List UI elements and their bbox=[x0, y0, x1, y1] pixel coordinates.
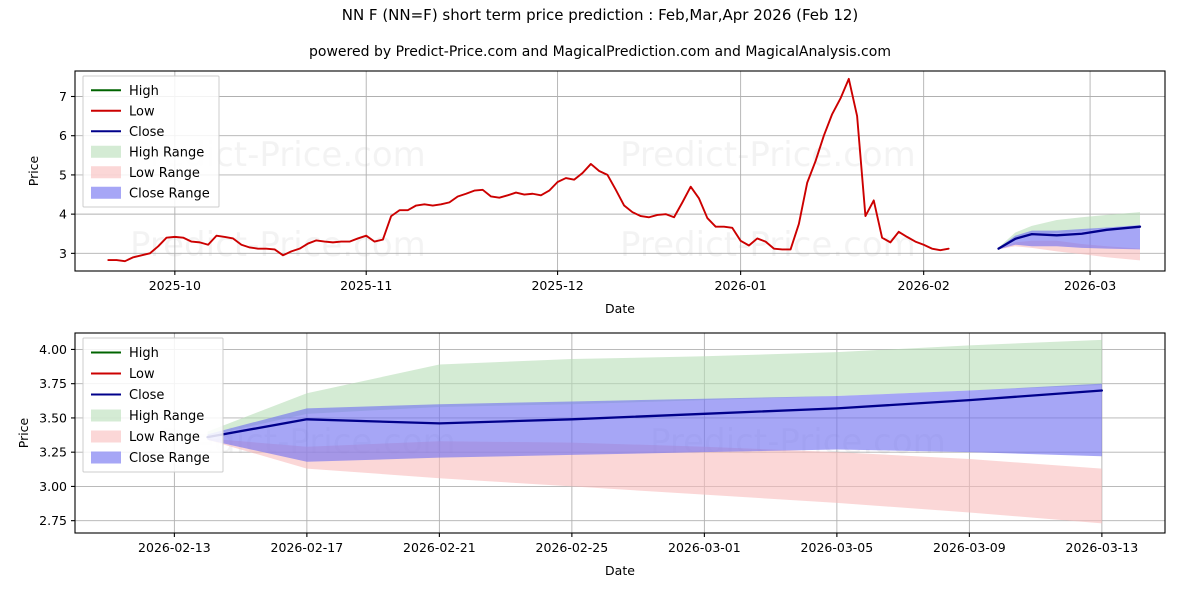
series-line-close bbox=[997, 225, 1142, 250]
x-tick-label: 2026-03-09 bbox=[933, 540, 1006, 555]
page-subtitle: powered by Predict-Price.com and Magical… bbox=[309, 44, 891, 60]
y-tick-label: 3.50 bbox=[39, 410, 67, 425]
band-close-range bbox=[207, 383, 1102, 462]
legend-swatch-close-range bbox=[91, 451, 121, 464]
axis-ticks: 3 4 5 6 7 2025-10 2025-11 2025-12 2026-01 2026-02… bbox=[59, 89, 1116, 293]
legend-label: Low bbox=[129, 367, 155, 382]
legend-label: Close bbox=[129, 125, 164, 140]
y-tick-label: 7 bbox=[59, 89, 67, 104]
band-low-range bbox=[207, 438, 1102, 524]
forecast-chart: Predict-Price.comPredict-Price.com2.753.… bbox=[16, 332, 1166, 578]
x-tick-label: 2026-03-05 bbox=[801, 540, 874, 555]
legend: High Low Close High Range Low Range Close Ran… bbox=[82, 75, 220, 208]
grid-lines bbox=[75, 71, 1165, 271]
legend-label: High bbox=[129, 84, 159, 99]
y-axis-label: Price bbox=[16, 417, 31, 448]
y-tick-label: 4 bbox=[59, 207, 67, 222]
x-tick-label: 2026-02-17 bbox=[271, 540, 344, 555]
x-tick-label: 2025-11 bbox=[340, 278, 392, 293]
legend-swatch-high-range bbox=[91, 409, 121, 422]
y-axis-label: Price bbox=[26, 155, 41, 186]
x-tick-label: 2025-10 bbox=[149, 278, 201, 293]
legend: High Low Close High Range Low Range Close Ran… bbox=[82, 337, 224, 473]
x-tick-label: 2025-12 bbox=[531, 278, 583, 293]
legend-label: High bbox=[129, 346, 159, 361]
series-group bbox=[206, 389, 1104, 439]
x-axis-label: Date bbox=[605, 563, 635, 578]
series-line-low bbox=[107, 77, 950, 263]
plot-frame bbox=[74, 70, 1166, 272]
watermark-text: Predict-Price.com bbox=[620, 225, 916, 265]
y-tick-label: 2.75 bbox=[39, 513, 67, 528]
x-tick-label: 2026-02 bbox=[898, 278, 950, 293]
legend-swatch-high-range bbox=[91, 145, 121, 158]
legend-label: High Range bbox=[129, 409, 204, 424]
watermark-text: Predict-Price.com bbox=[620, 135, 916, 175]
axis-ticks: 2.75 3.00 3.25 3.50 3.75 4.00 2026-02-13 2026-0… bbox=[39, 342, 1138, 555]
legend-label: Low Range bbox=[129, 166, 200, 181]
watermark-group: Predict-Price.com Predict-Price.com Predic… bbox=[130, 135, 916, 265]
y-tick-label: 3 bbox=[59, 246, 67, 261]
band-high-range bbox=[207, 339, 1102, 436]
x-tick-label: 2026-03-01 bbox=[668, 540, 741, 555]
legend-swatch-low-range bbox=[91, 166, 121, 179]
y-tick-label: 4.00 bbox=[39, 342, 67, 357]
x-tick-label: 2026-02-25 bbox=[536, 540, 609, 555]
watermark-text: Predict-Price.com bbox=[130, 225, 426, 265]
x-tick-label: 2026-03-13 bbox=[1066, 540, 1139, 555]
x-tick-label: 2026-01 bbox=[715, 278, 767, 293]
history-chart: Predict-Price.com Predict-Price.com Predic… bbox=[26, 70, 1166, 316]
series-line-close bbox=[206, 389, 1104, 439]
legend-label: Close Range bbox=[129, 186, 210, 201]
plot-background bbox=[75, 71, 1165, 271]
y-tick-label: 6 bbox=[59, 128, 67, 143]
x-axis-label: Date bbox=[605, 301, 635, 316]
plot-frame bbox=[74, 332, 1166, 534]
legend-label: Low bbox=[129, 104, 155, 119]
bands-group bbox=[207, 339, 1102, 524]
legend-label: High Range bbox=[129, 145, 204, 160]
x-tick-label: 2026-02-21 bbox=[403, 540, 476, 555]
legend-swatch-close-range bbox=[91, 186, 121, 199]
y-tick-label: 5 bbox=[59, 167, 67, 182]
y-tick-label: 3.00 bbox=[39, 479, 67, 494]
x-tick-label: 2026-03 bbox=[1064, 278, 1116, 293]
y-tick-label: 3.75 bbox=[39, 376, 67, 391]
legend-label: Close bbox=[129, 388, 164, 403]
series-group bbox=[107, 77, 1142, 263]
legend-label: Close Range bbox=[129, 451, 210, 466]
legend-swatch-low-range bbox=[91, 430, 121, 443]
x-tick-label: 2026-02-13 bbox=[138, 540, 211, 555]
y-tick-label: 3.25 bbox=[39, 445, 67, 460]
legend-label: Low Range bbox=[129, 430, 200, 445]
page-title: NN F (NN=F) short term price prediction … bbox=[341, 6, 859, 24]
